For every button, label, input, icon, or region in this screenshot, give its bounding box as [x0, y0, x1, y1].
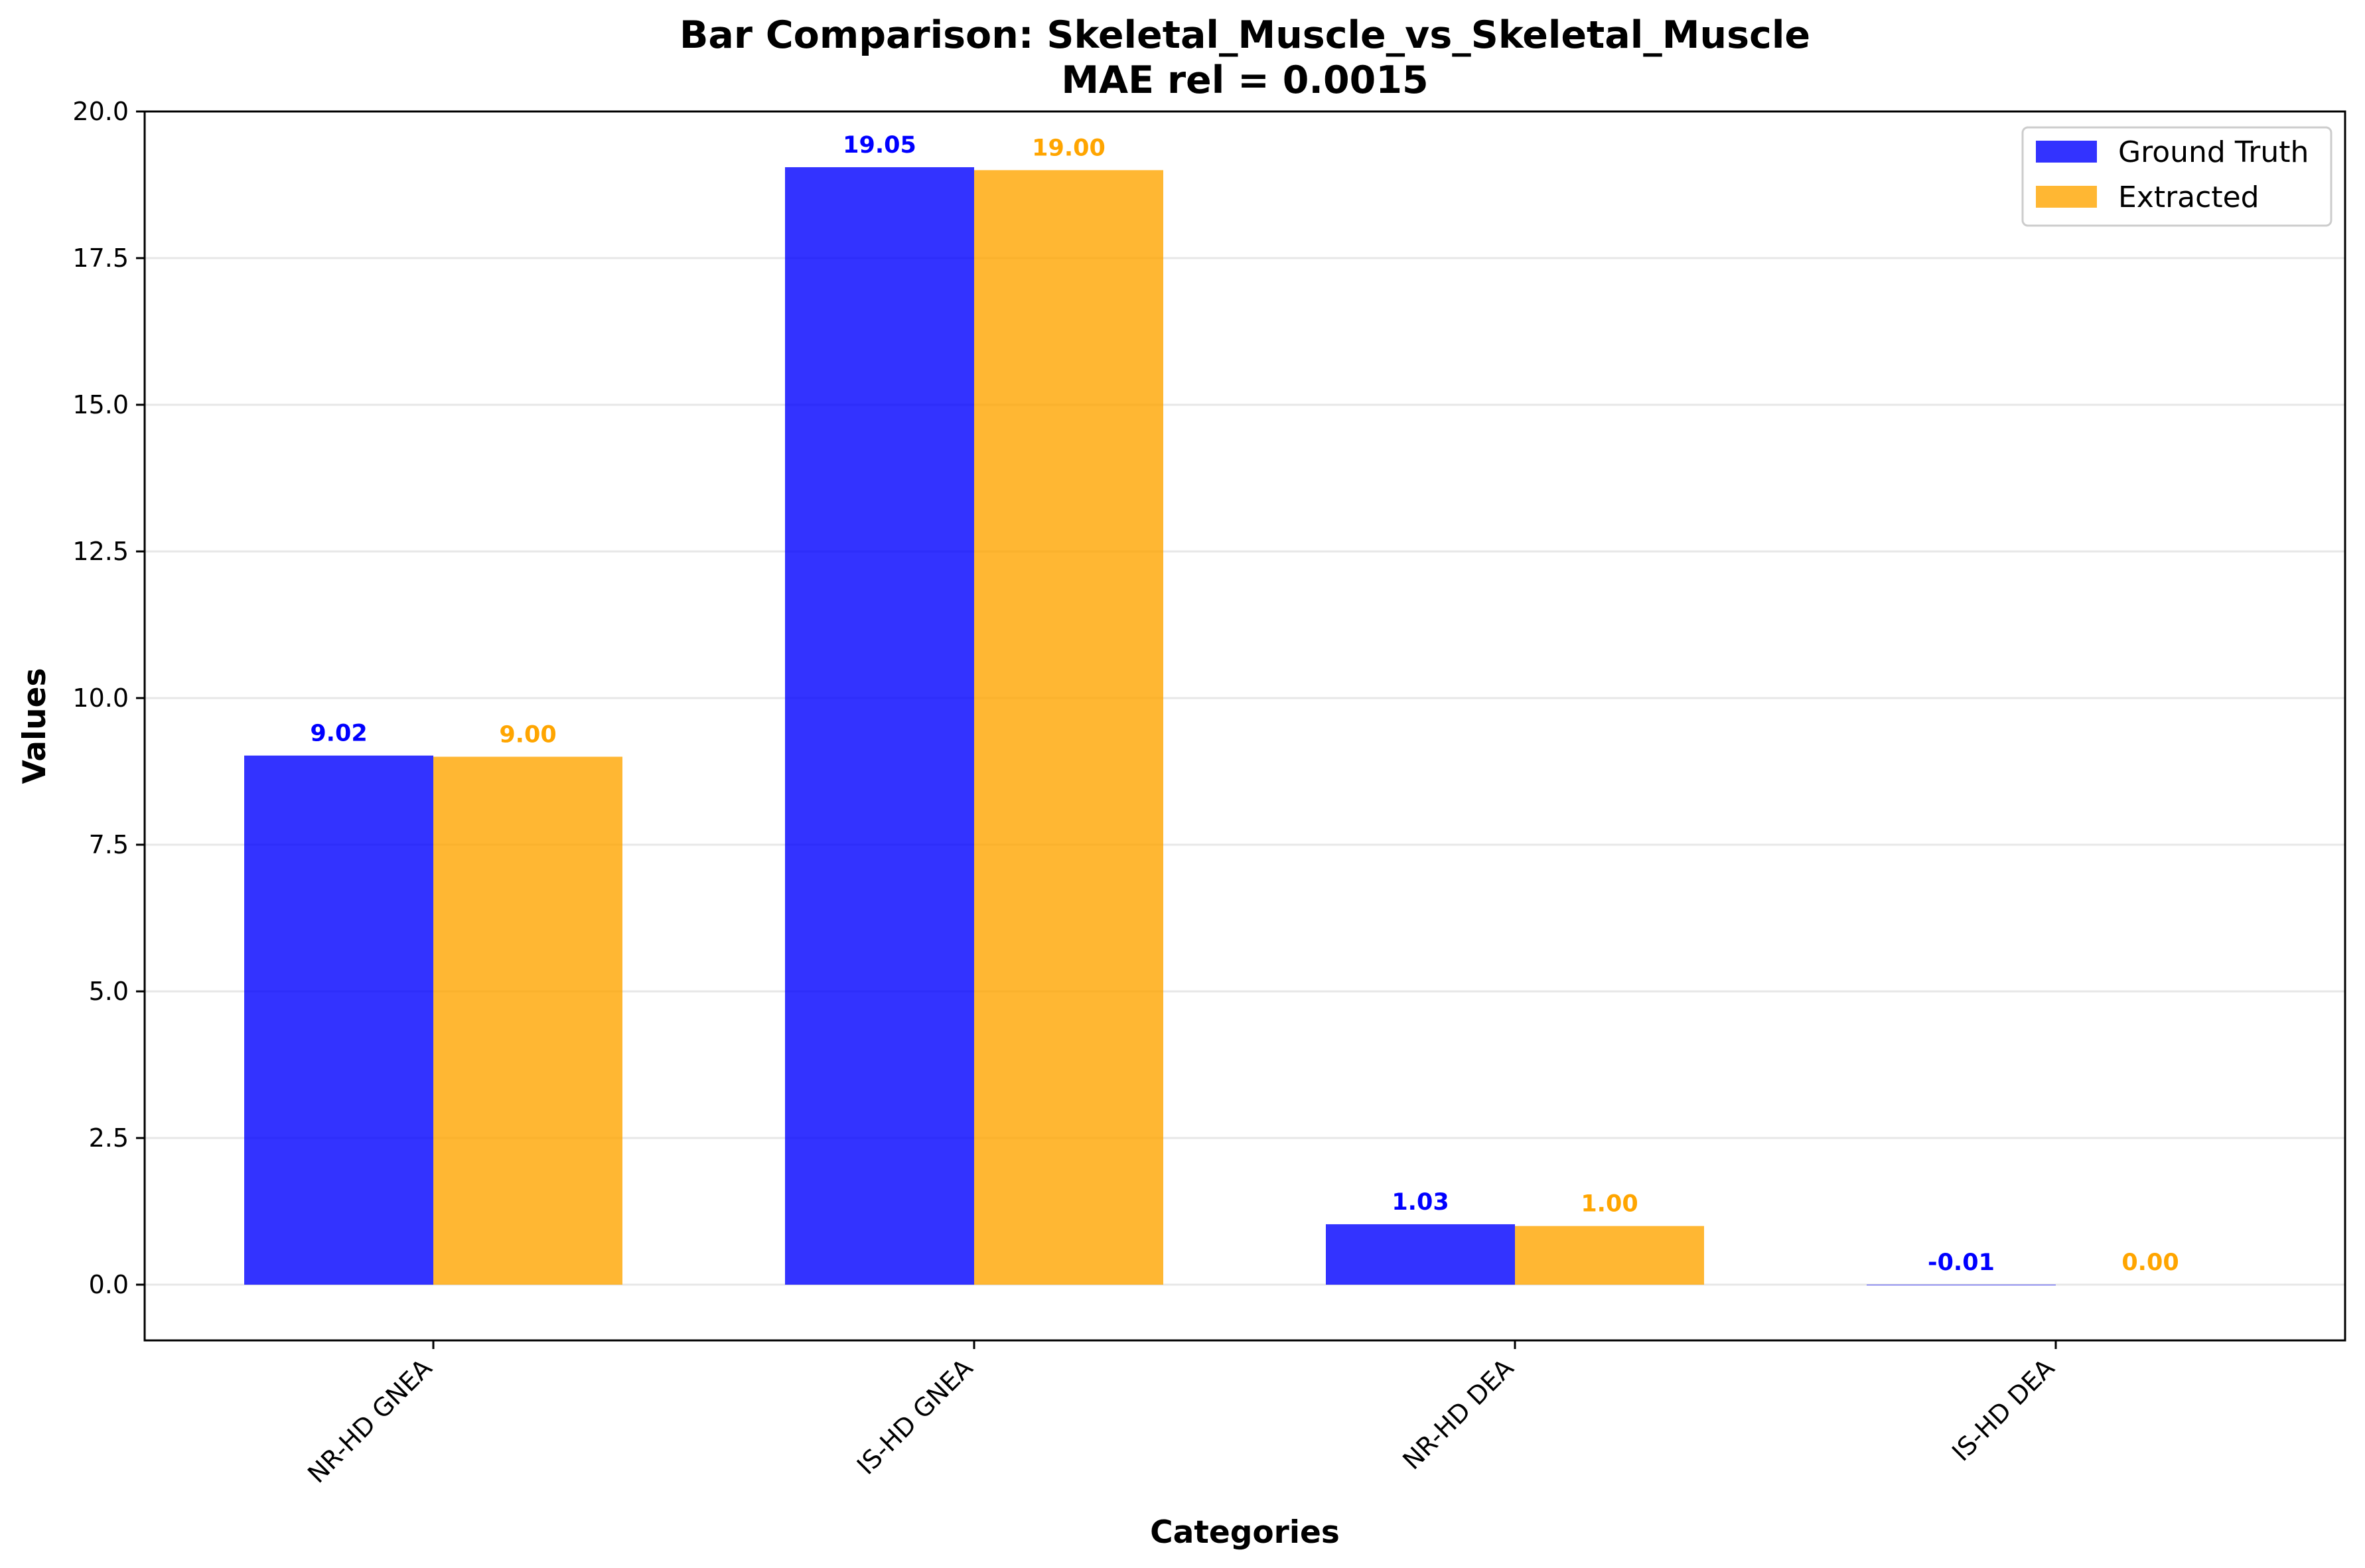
legend-swatch-extracted	[2036, 186, 2097, 208]
y-tick-label: 7.5	[89, 830, 129, 859]
y-tick-label: 2.5	[89, 1123, 129, 1153]
chart-title: Bar Comparison: Skeletal_Muscle_vs_Skele…	[680, 13, 1810, 57]
data-label-ground-truth: 9.02	[310, 721, 367, 747]
y-tick-label: 10.0	[72, 683, 129, 713]
data-label-extracted: 19.00	[1032, 135, 1106, 161]
y-tick-label: 0.0	[89, 1270, 129, 1299]
bar-ground-truth	[1326, 1224, 1515, 1285]
y-tick-label: 12.5	[72, 537, 129, 566]
plot-frame	[143, 110, 2346, 1342]
y-axis-label: Values	[17, 668, 53, 784]
data-label-ground-truth: -0.01	[1928, 1249, 1995, 1276]
data-label-extracted: 9.00	[499, 721, 556, 748]
bar-ground-truth	[785, 167, 974, 1285]
bars	[244, 167, 2056, 1285]
y-tick-label: 5.0	[89, 977, 129, 1006]
y-axis: 0.0 2.5 5.0 7.5 10.0 12.5 15.0 17.5 20.0	[72, 97, 145, 1299]
data-label-ground-truth: 1.03	[1392, 1189, 1449, 1216]
chart-subtitle: MAE rel = 0.0015	[1061, 58, 1428, 102]
legend-swatch-ground-truth	[2036, 141, 2097, 163]
data-label-ground-truth: 19.05	[843, 132, 916, 159]
data-label-extracted: 1.00	[1581, 1191, 1638, 1218]
legend: Ground Truth Extracted	[2021, 126, 2332, 227]
y-tick-label: 20.0	[72, 97, 129, 126]
y-tick-label: 15.0	[72, 390, 129, 419]
legend-label-ground-truth: Ground Truth	[2118, 135, 2309, 169]
y-tick-label: 17.5	[72, 244, 129, 273]
x-axis-label: Categories	[1150, 1514, 1340, 1551]
data-labels: 9.02 9.00 19.05 19.00 1.03 1.00 -0.01 0.00	[310, 132, 2179, 1276]
bar-extracted	[433, 756, 622, 1285]
legend-frame	[2021, 126, 2332, 227]
data-label-extracted: 0.00	[2121, 1249, 2179, 1276]
legend-label-extracted: Extracted	[2118, 180, 2259, 214]
bar-extracted	[974, 170, 1163, 1285]
bar-ground-truth	[244, 755, 433, 1285]
bar-extracted	[1515, 1226, 1704, 1285]
